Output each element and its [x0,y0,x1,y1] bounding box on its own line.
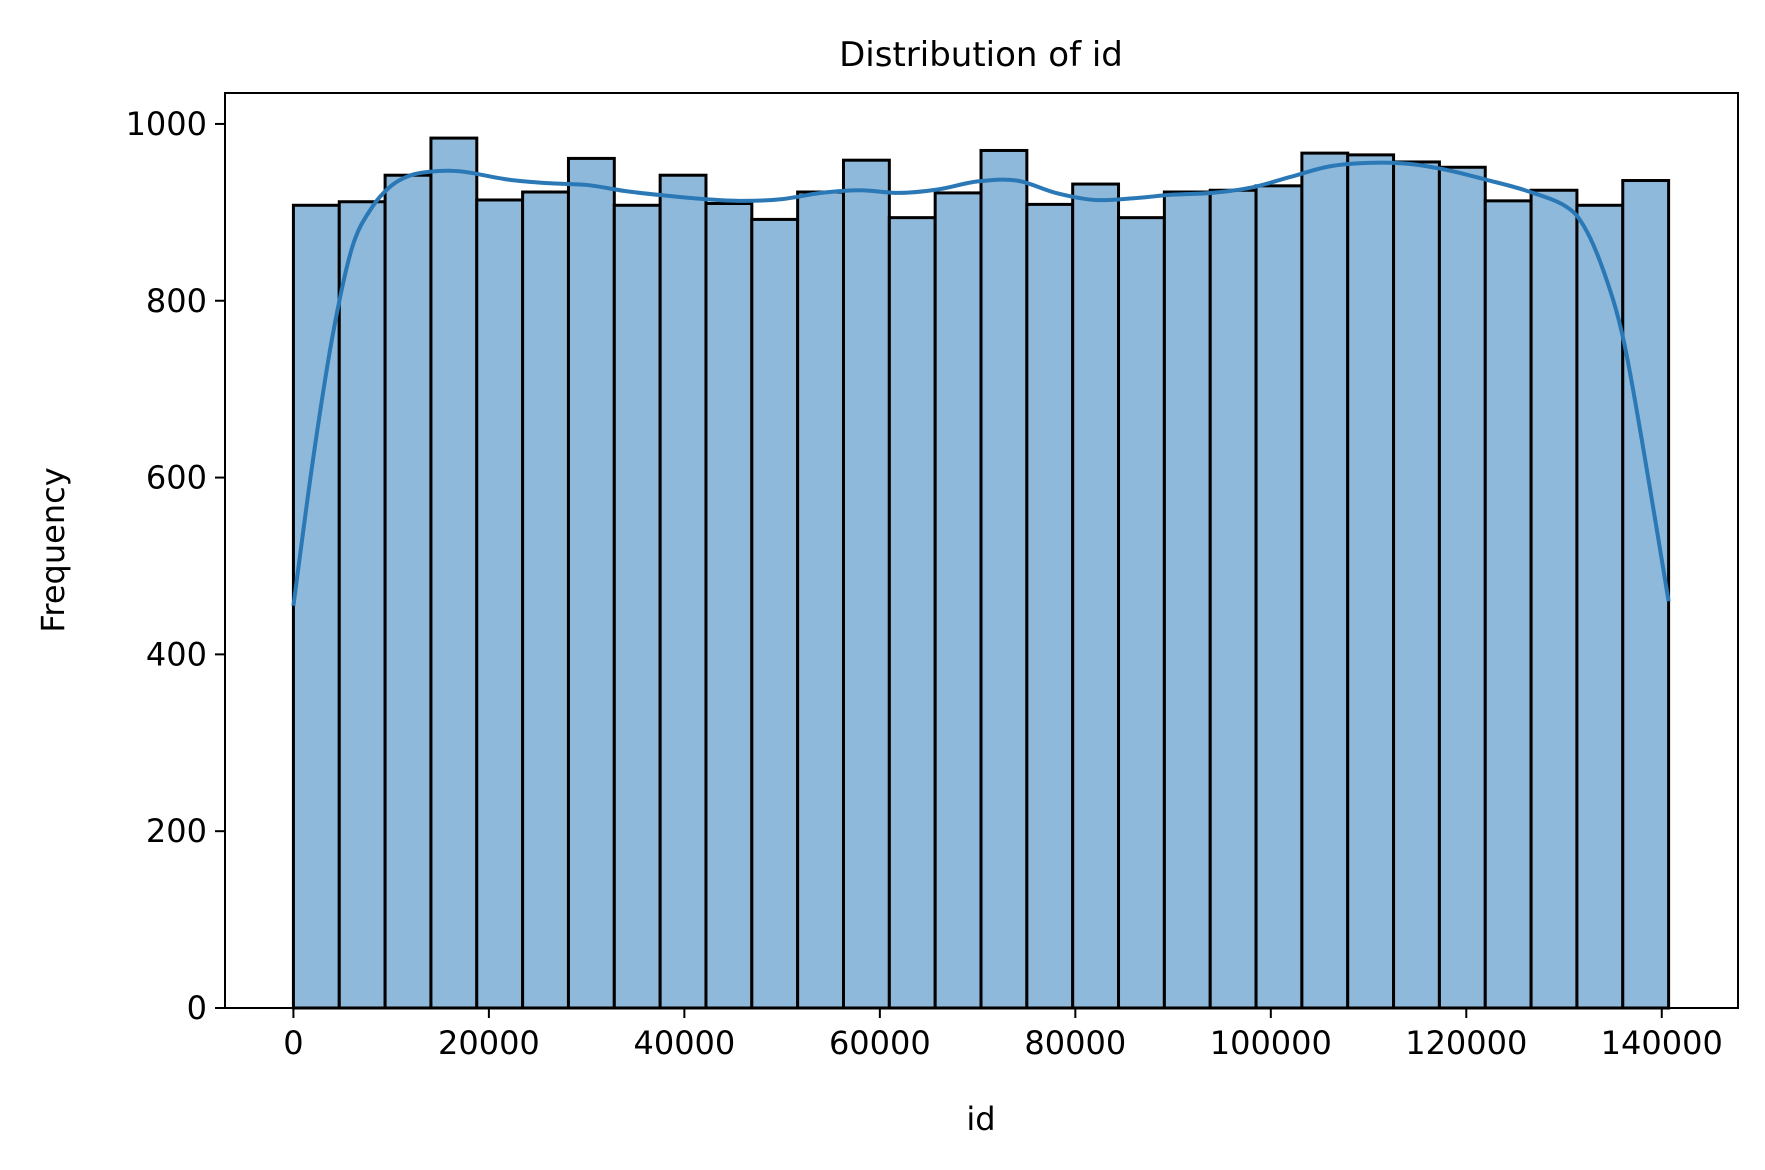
histogram-bar [383,173,433,1010]
x-tick-label: 80000 [1024,1024,1126,1062]
histogram-bar [521,190,570,1010]
histogram-bar [704,202,754,1010]
x-tick-label: 120000 [1405,1024,1527,1062]
histogram-bar [1254,184,1304,1010]
histogram-bar [337,200,387,1010]
y-tick-label: 200 [146,812,207,850]
x-tick-label: 0 [283,1024,303,1062]
histogram-bar [933,191,983,1010]
bars-layer [291,136,1671,1010]
x-axis-label: id [966,1100,995,1138]
histogram-bar [1162,190,1212,1010]
y-tick-label: 1000 [126,105,207,143]
histogram-bar [291,203,341,1010]
histogram-bar [1208,188,1258,1010]
histogram-bar [1621,179,1671,1010]
kde-layer [291,160,1671,607]
histogram-bar [1437,165,1487,1010]
x-tick-label: 20000 [438,1024,540,1062]
chart-title: Distribution of id [839,35,1123,75]
x-tick-label: 40000 [633,1024,735,1062]
x-tick-label: 140000 [1601,1024,1723,1062]
histogram-bar [1392,160,1441,1010]
x-tick-label: 60000 [829,1024,931,1062]
y-tick-label: 0 [187,989,207,1027]
y-tick-label: 600 [146,459,207,497]
y-tick-label: 400 [146,635,207,673]
histogram-bar [429,136,479,1010]
histogram-bar [1529,188,1579,1010]
histogram-bar [658,173,708,1010]
y-tick-label: 800 [146,282,207,320]
histogram-bar [841,158,891,1010]
histogram-bar [1071,182,1121,1010]
histogram-bar [1300,151,1350,1010]
histogram-bar [1117,216,1166,1010]
plot-frame [224,92,1739,1009]
histogram-bar [1346,153,1396,1010]
histogram-bar [796,190,845,1010]
x-axis: 0 20000 40000 60000 80000 100000 120000 140000 [283,1008,1723,1062]
histogram-bar [979,148,1029,1010]
histogram-bar [566,156,616,1010]
histogram-bar [1483,199,1533,1010]
histogram-bar [887,216,937,1010]
histogram-bar [1575,203,1625,1010]
histogram-bar [475,198,525,1010]
x-tick-label: 100000 [1210,1024,1332,1062]
kde-line [291,160,1671,607]
histogram-bar [1025,202,1075,1010]
histogram-bar [612,203,662,1010]
y-axis: 0 200 400 600 800 1000 [126,105,225,1027]
histogram-bar [750,217,800,1010]
y-axis-label: Frequency [34,467,72,632]
